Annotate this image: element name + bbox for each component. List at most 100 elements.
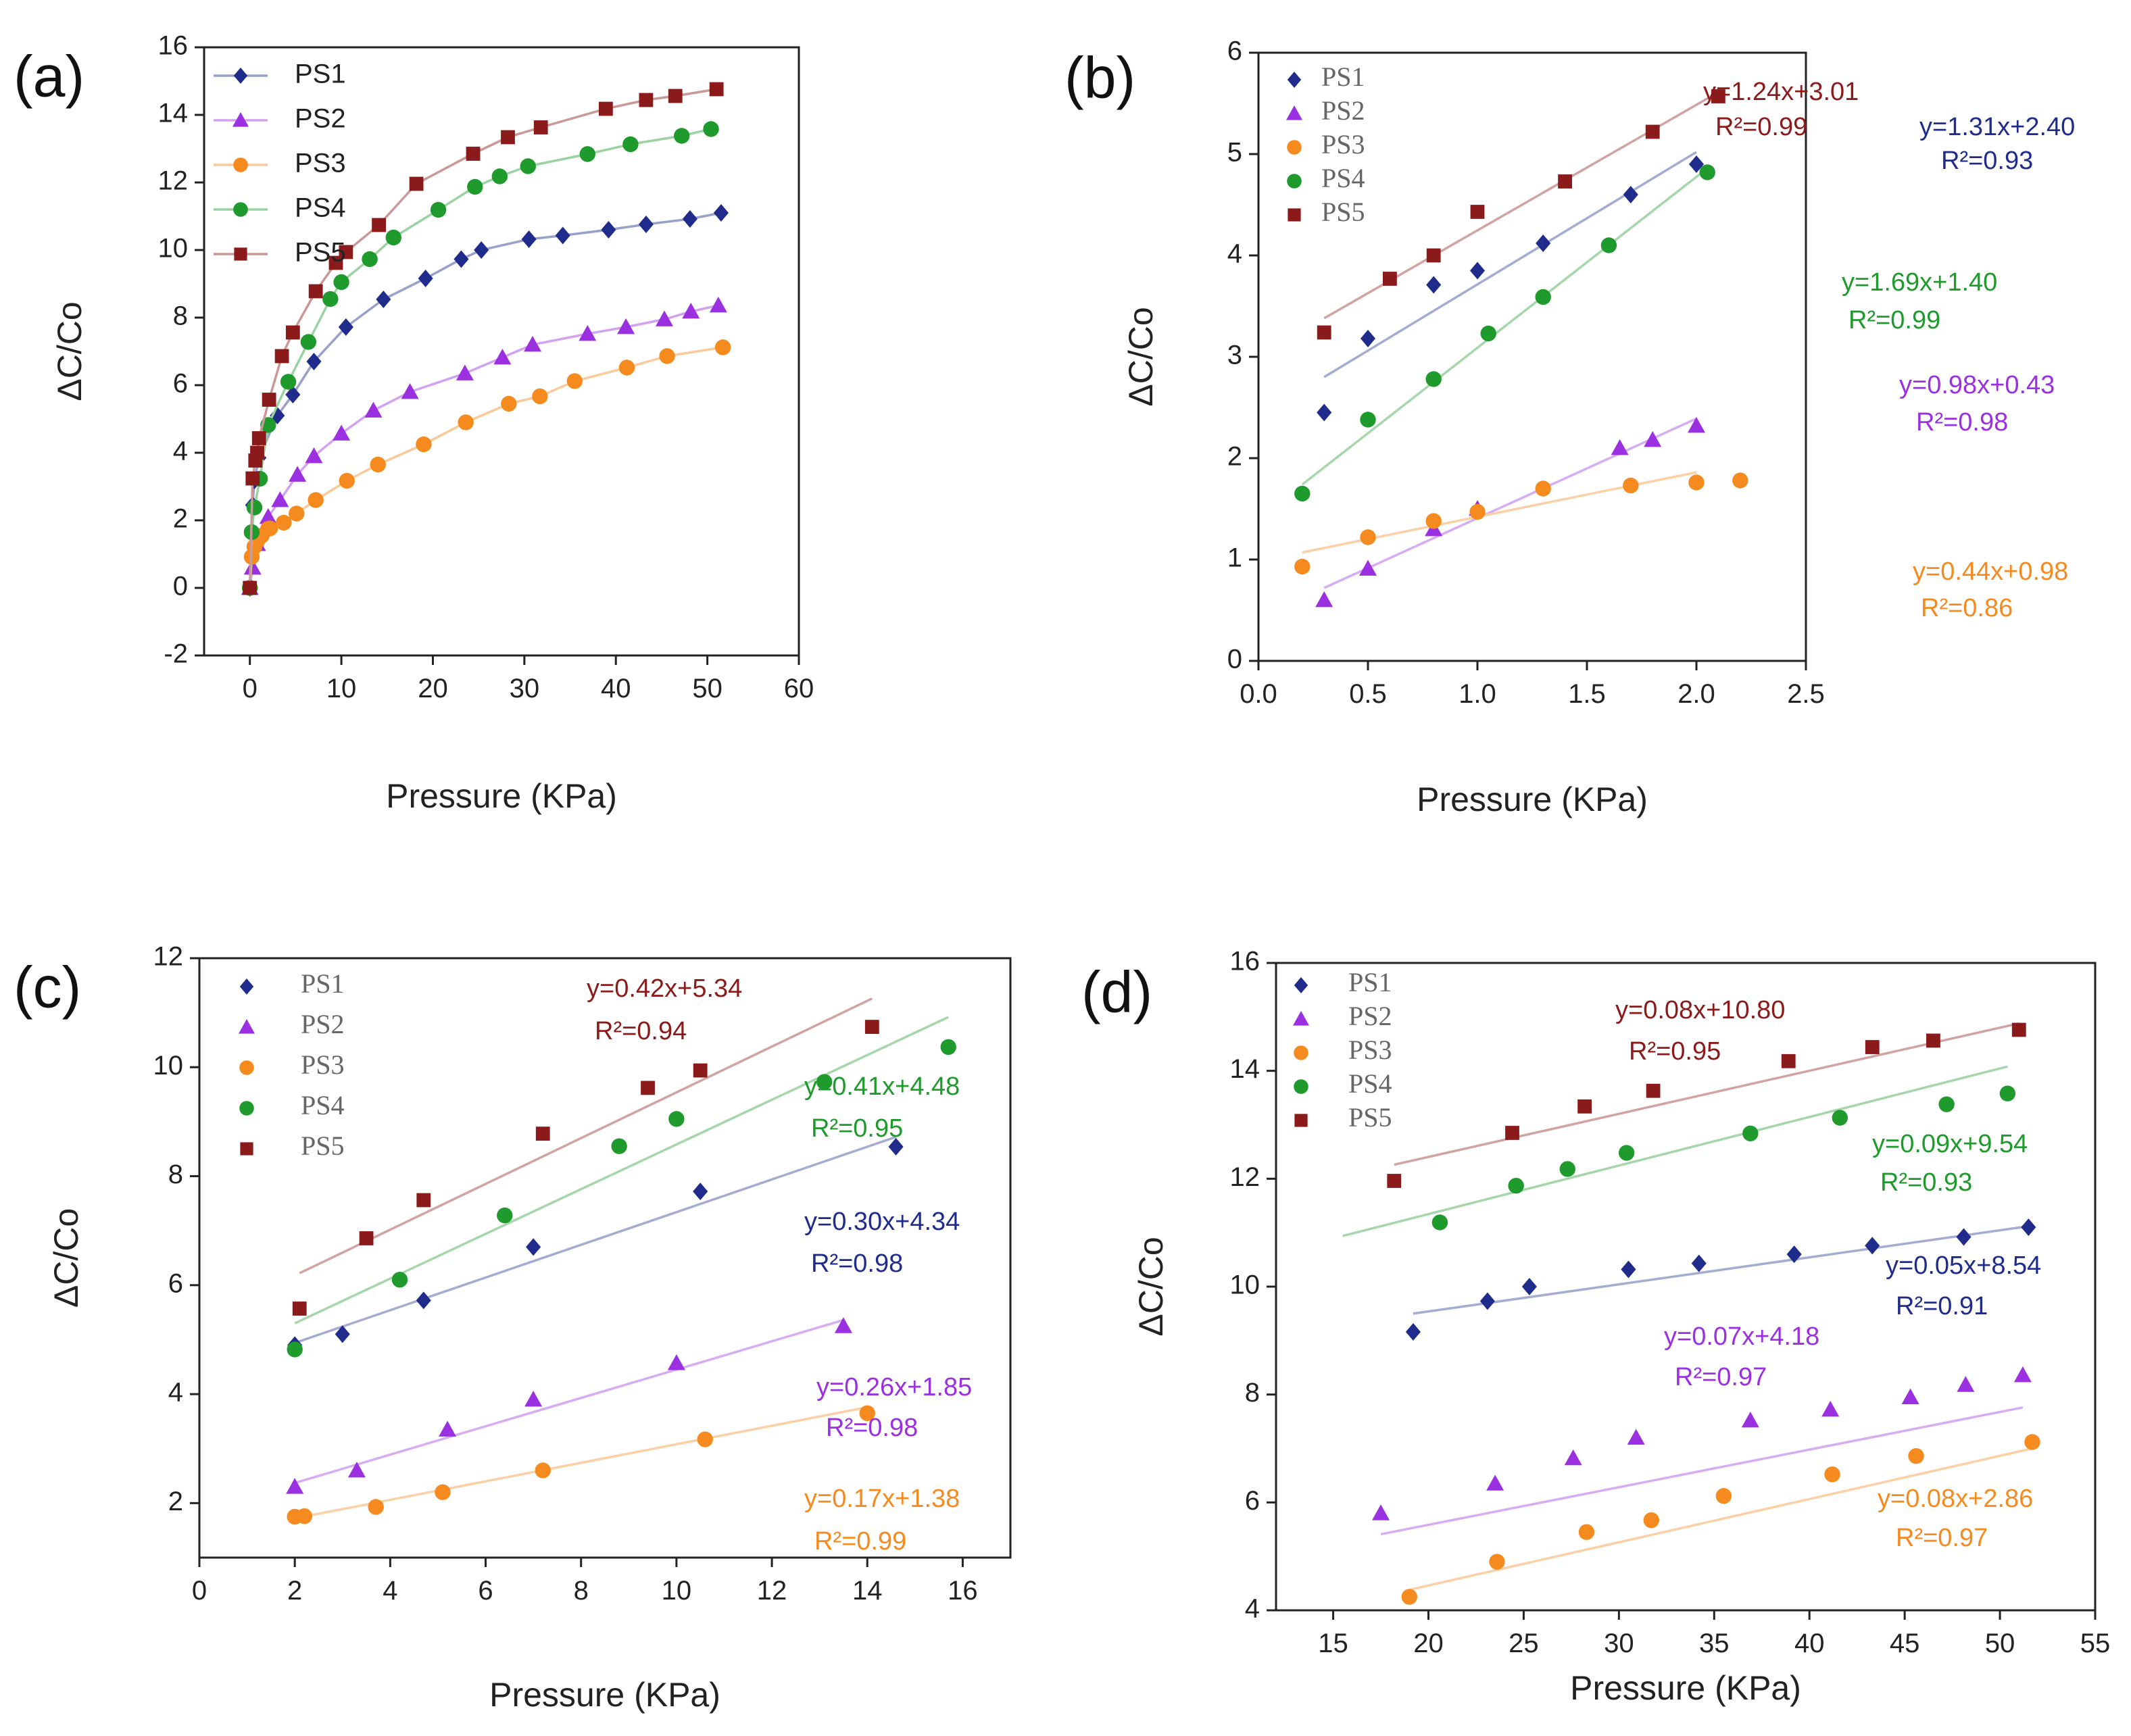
y-axis-title: ΔC/Co — [47, 1208, 85, 1308]
fit-line-PS5 — [299, 997, 873, 1274]
data-point-PS2 — [347, 1461, 366, 1478]
y-tick-label: 2 — [173, 504, 188, 534]
x-tick-label: 14 — [852, 1576, 883, 1606]
fit-r2-PS2: R²=0.98 — [826, 1414, 918, 1442]
data-point-PS2 — [271, 491, 289, 507]
legend-marker — [1287, 174, 1302, 189]
data-point-PS4 — [362, 251, 378, 268]
data-point-PS1 — [521, 230, 537, 248]
data-point-PS3 — [566, 373, 583, 389]
data-point-PS5 — [243, 580, 258, 595]
data-point-PS1 — [1536, 234, 1551, 252]
data-point-PS1 — [1621, 1260, 1636, 1279]
data-point-PS3 — [1623, 477, 1639, 494]
data-point-PS5 — [2011, 1022, 2026, 1037]
y-tick-label: 16 — [158, 31, 189, 61]
y-tick-label: 12 — [158, 166, 189, 196]
data-point-PS1 — [526, 1238, 541, 1256]
legend-marker — [239, 978, 254, 995]
series-line-PS2 — [248, 304, 719, 589]
fit-r2-PS4: R²=0.95 — [811, 1114, 903, 1143]
legend-label: PS3 — [1348, 1035, 1392, 1065]
series-PS3 — [287, 1405, 875, 1525]
data-point-PS5 — [1558, 174, 1572, 189]
data-point-PS2 — [439, 1420, 457, 1437]
data-point-PS4 — [287, 1341, 303, 1358]
plot-frame — [198, 957, 1012, 1559]
legend-marker — [233, 157, 248, 172]
legend-label: PS1 — [301, 968, 345, 999]
x-tick-label: 4 — [383, 1576, 397, 1606]
legend-marker — [1288, 208, 1301, 222]
data-point-PS4 — [246, 499, 263, 516]
legend-label: PS2 — [1348, 1001, 1392, 1031]
data-point-PS1 — [1426, 276, 1442, 294]
x-tick-label: 0 — [192, 1576, 207, 1606]
data-point-PS3 — [532, 388, 548, 405]
data-point-PS4 — [1480, 325, 1496, 342]
y-tick-label: 4 — [168, 1378, 183, 1408]
y-tick-label: 0 — [1227, 645, 1242, 674]
data-point-PS2 — [1627, 1429, 1645, 1445]
x-tick-label: 2.5 — [1787, 679, 1825, 709]
x-tick-label: 10 — [326, 674, 357, 703]
legend-item: PS2 — [1286, 95, 1365, 126]
fit-equation-PS4: y=1.69x+1.40 — [1842, 268, 1997, 297]
data-point-PS1 — [1479, 1292, 1495, 1310]
data-point-PS4 — [674, 128, 690, 144]
data-point-PS5 — [864, 1020, 879, 1035]
data-point-PS1 — [306, 353, 322, 370]
data-point-PS4 — [1508, 1178, 1524, 1194]
x-tick-label: 20 — [418, 674, 448, 703]
data-point-PS4 — [1999, 1085, 2016, 1101]
data-point-PS5 — [250, 445, 264, 460]
fit-equation-PS2: y=0.98x+0.43 — [1899, 371, 2055, 399]
data-point-PS4 — [1431, 1214, 1448, 1231]
data-point-PS5 — [1711, 89, 1725, 103]
fit-r2-PS5: R²=0.99 — [1715, 113, 1807, 141]
data-point-PS5 — [1926, 1033, 1940, 1048]
x-tick-label: 50 — [692, 674, 722, 703]
data-point-PS4 — [1699, 164, 1715, 180]
x-tick-label: 50 — [1985, 1629, 2015, 1658]
data-point-PS5 — [1865, 1040, 1880, 1054]
y-tick-label: 2 — [168, 1487, 183, 1516]
legend-item: PS4 — [1287, 163, 1365, 193]
data-point-PS5 — [1781, 1053, 1796, 1068]
data-point-PS5 — [1505, 1126, 1519, 1140]
x-axis-title: Pressure (KPa) — [1417, 780, 1648, 818]
data-point-PS5 — [409, 176, 424, 191]
series-PS5 — [243, 82, 724, 595]
legend-item: PS4 — [1294, 1068, 1392, 1099]
fit-equation-PS2: y=0.07x+4.18 — [1664, 1322, 1819, 1351]
fit-r2-PS3: R²=0.86 — [1921, 594, 2013, 622]
data-point-PS4 — [1294, 485, 1311, 502]
data-point-PS3 — [659, 348, 675, 364]
legend-marker — [1294, 977, 1308, 993]
fit-equation-PS3: y=0.44x+0.98 — [1913, 557, 2068, 586]
data-point-PS3 — [618, 359, 635, 376]
legend-item: PS4 — [214, 193, 346, 223]
x-tick-label: 0.0 — [1240, 679, 1277, 709]
data-point-PS2 — [1957, 1376, 1975, 1392]
data-point-PS3 — [1688, 474, 1705, 491]
fit-line-PS5 — [1394, 1022, 2019, 1166]
legend-item: PS5 — [1288, 197, 1365, 227]
data-point-PS3 — [1908, 1447, 1924, 1464]
y-tick-label: 8 — [173, 301, 188, 331]
data-point-PS1 — [555, 226, 570, 245]
data-point-PS2 — [1359, 560, 1377, 576]
data-point-PS4 — [1742, 1125, 1759, 1141]
data-point-PS4 — [491, 168, 508, 184]
x-tick-label: 25 — [1509, 1629, 1539, 1658]
y-tick-label: 2 — [1227, 442, 1242, 472]
data-point-PS2 — [1372, 1504, 1390, 1520]
legend-item: PS2 — [214, 104, 346, 134]
y-tick-label: 6 — [173, 369, 188, 399]
series-PS1 — [1317, 151, 1705, 422]
panel-b: (b) 0.0 0.5 1.0 1.5 2.0 2.5 0 1 2 3 4 5 6 Pressure (KP… — [1064, 36, 2075, 818]
data-point-PS3 — [1715, 1488, 1732, 1504]
data-point-PS5 — [292, 1301, 307, 1316]
data-point-PS5 — [709, 82, 724, 97]
